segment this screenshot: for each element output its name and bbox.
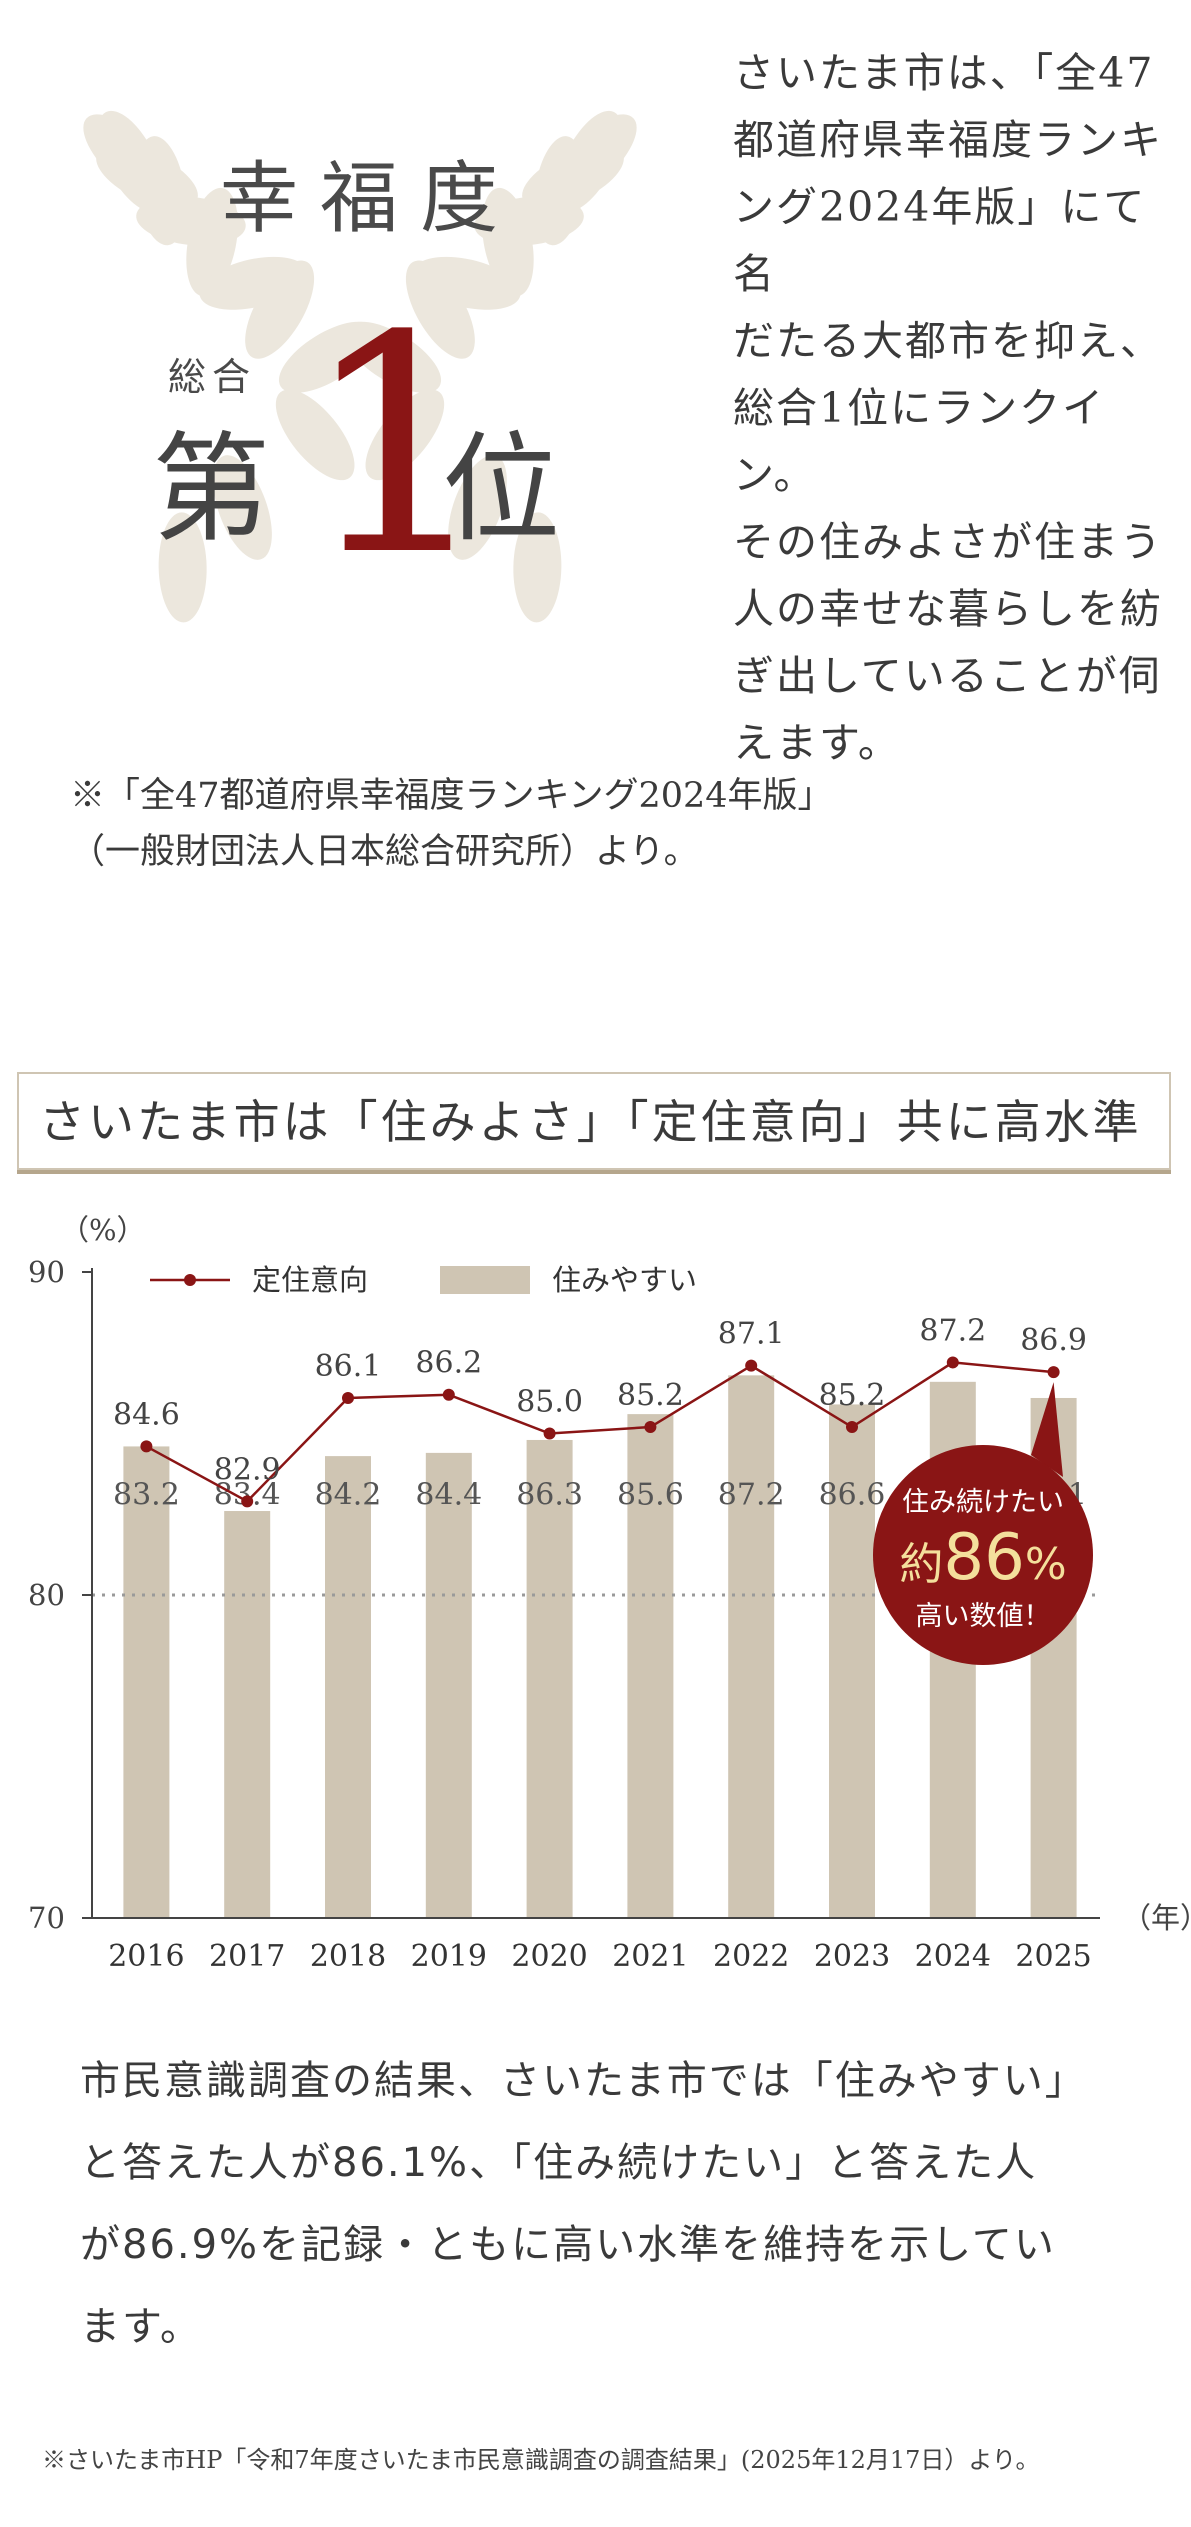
laurel-leaf — [448, 455, 507, 560]
callout-bubble — [873, 1445, 1093, 1665]
x-tick-label: 2018 — [310, 1939, 386, 1974]
line-point — [1047, 1366, 1060, 1379]
line-point — [846, 1421, 858, 1434]
badge-dai: 第 — [152, 420, 270, 558]
bar-value-label: 84.2 — [315, 1478, 382, 1513]
line-point — [241, 1495, 254, 1508]
bar-2023 — [829, 1404, 875, 1918]
laurel-right-icon — [158, 110, 637, 623]
line-value-label: 87.2 — [919, 1313, 986, 1348]
bar-2020 — [526, 1439, 573, 1918]
laurel-leaf — [474, 196, 584, 246]
laurel-leaf — [199, 256, 308, 310]
x-tick-label: 2020 — [511, 1939, 587, 1974]
line-value-label: 86.9 — [1020, 1323, 1087, 1358]
bar-value-label: 86.3 — [516, 1478, 583, 1513]
y-unit-label: （%） — [60, 1213, 146, 1247]
line-value-label: 85.2 — [819, 1378, 886, 1413]
badge-i: 位 — [442, 420, 560, 558]
callout-pointer — [1031, 1382, 1063, 1477]
laurel-leaf — [96, 145, 198, 209]
laurel-leaf — [275, 389, 355, 481]
bar-value-label: 83.2 — [113, 1478, 180, 1513]
line-point — [342, 1391, 354, 1404]
x-tick-label: 2024 — [915, 1939, 991, 1974]
laurel-leaf — [365, 389, 445, 481]
laurel-leaf — [158, 512, 207, 623]
line-value-label: 85.2 — [617, 1378, 684, 1413]
x-tick-label: 2023 — [814, 1939, 890, 1974]
bar-2018 — [325, 1456, 371, 1918]
badge-number: 1 — [302, 272, 493, 621]
callout-line3: 高い数値！ — [916, 1601, 1051, 1632]
intro-text: さいたま市は、「全47 都道府県幸福度ランキ ング2024年版」にて名 だたる大… — [733, 49, 1163, 767]
laurel-leaf — [213, 455, 272, 560]
y-tick-label: 80 — [28, 1578, 65, 1612]
laurel-leaf — [513, 512, 562, 623]
laurel-leaf — [344, 321, 442, 393]
bar-value-label: 86.6 — [819, 1478, 886, 1513]
section-heading: さいたま市は「住みよさ」「定住意向」共に高水準 — [17, 1072, 1171, 1170]
line-point — [745, 1359, 758, 1372]
ranking-badge: 幸福度 総合 第 1 位 — [40, 60, 680, 680]
x-tick-label: 2025 — [1015, 1939, 1091, 1974]
line-value-label: 86.1 — [315, 1349, 382, 1384]
line-value-label: 85.0 — [516, 1385, 583, 1420]
line-value-label: 82.9 — [214, 1452, 281, 1487]
callout-number: 86 — [943, 1521, 1024, 1595]
line-point — [946, 1356, 959, 1369]
line-point — [140, 1440, 153, 1453]
y-tick-label: 90 — [28, 1255, 65, 1289]
bar-2017 — [224, 1511, 271, 1918]
x-tick-label: 2021 — [612, 1939, 688, 1974]
x-tick-label: 2016 — [108, 1939, 184, 1974]
line-value-label: 86.2 — [415, 1346, 482, 1381]
badge-sub: 総合 — [168, 355, 256, 399]
bar-2019 — [425, 1452, 472, 1918]
legend-bar-swatch — [440, 1266, 530, 1294]
bar-value-label: 85.6 — [617, 1478, 684, 1513]
laurel-leaf — [136, 196, 246, 246]
y-tick-label: 70 — [28, 1901, 65, 1935]
legend-line-dot — [184, 1274, 196, 1286]
bar-2016 — [123, 1446, 170, 1918]
footnote: ※さいたま市HP「令和7年度さいたま市民意識調査の調査結果」(2025年12月1… — [42, 2446, 1040, 2474]
line-value-label: 84.6 — [113, 1397, 180, 1432]
callout-unit: % — [1025, 1539, 1067, 1590]
bar-value-label: 84.4 — [415, 1478, 482, 1513]
laurel-leaf — [522, 145, 624, 209]
survey-chart: （%）（年）90807083.283.484.284.486.385.687.2… — [0, 1210, 1191, 2010]
callout-value: 約86% — [899, 1521, 1066, 1595]
callout-line1: 住み続けたい — [902, 1487, 1064, 1518]
bar-value-label: 87.2 — [718, 1478, 785, 1513]
x-tick-label: 2017 — [209, 1939, 285, 1974]
laurel-leaf — [412, 256, 521, 310]
line-value-label: 87.1 — [718, 1317, 785, 1352]
section-heading-text: さいたま市は「住みよさ」「定住意向」共に高水準 — [39, 1095, 1142, 1149]
laurel-wreath: 幸福度 総合 第 1 位 — [83, 110, 637, 623]
x-tick-label: 2019 — [411, 1939, 487, 1974]
summary-text: 市民意識調査の結果、さいたま市では「住みやすい」 と答えた人が86.1%、「住み… — [80, 2058, 1087, 2350]
x-tick-label: 2022 — [713, 1939, 789, 1974]
callout-prefix: 約 — [899, 1539, 943, 1590]
line-series-定住意向 — [145, 1361, 1054, 1503]
source-note: ※「全47都道府県幸福度ランキング2024年版」 （一般財団法人日本総合研究所）… — [70, 776, 833, 872]
line-point — [644, 1421, 657, 1434]
line-point — [543, 1427, 556, 1440]
line-point — [442, 1388, 455, 1401]
legend-bar-label: 住みやすい — [552, 1263, 697, 1297]
badge-title: 幸福度 — [220, 154, 520, 244]
bar-2022 — [728, 1375, 775, 1918]
legend-line-label: 定住意向 — [252, 1263, 368, 1297]
bar-2021 — [627, 1414, 674, 1918]
x-unit-label: （年） — [1122, 1901, 1191, 1935]
